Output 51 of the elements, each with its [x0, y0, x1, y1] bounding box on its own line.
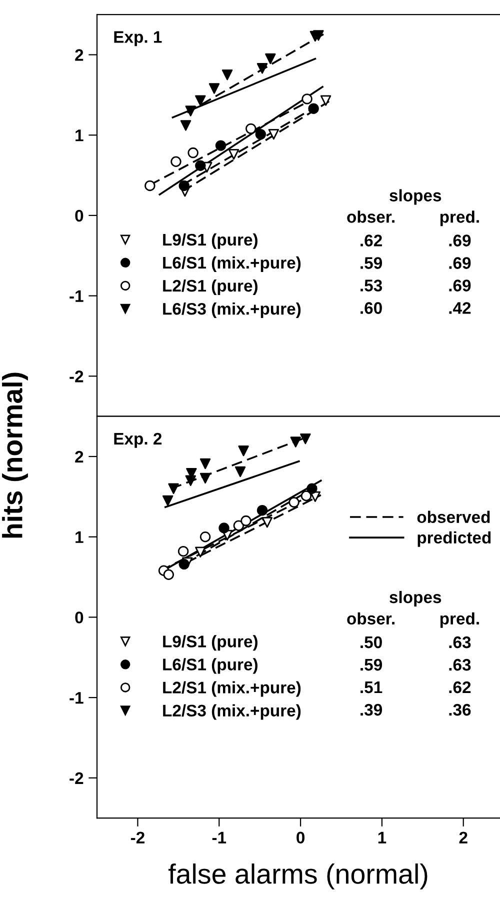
legend-label: L6/S1 (mix.+pure): [163, 256, 301, 272]
annotation: .62: [360, 234, 382, 246]
x-tick-label: -2: [130, 832, 144, 844]
y-tick-label: 2: [75, 49, 84, 61]
annotation: pred.: [440, 612, 479, 628]
annotation: .69: [449, 234, 471, 246]
annotation: .59: [360, 658, 382, 671]
annotation: .59: [360, 257, 382, 269]
annotation: .50: [360, 636, 382, 648]
annotation: slopes: [390, 590, 442, 606]
annotation: obser.: [347, 210, 394, 223]
annotation: .42: [449, 302, 471, 314]
y-tick-label: 0: [75, 612, 84, 624]
y-tick-label: -2: [70, 370, 84, 382]
annotation: .60: [360, 302, 382, 314]
y-tick-label: 1: [76, 130, 84, 142]
x-tick-label: 1: [378, 832, 386, 844]
annotation: .53: [360, 280, 382, 292]
legend-label: observed: [417, 510, 490, 524]
annotation: pred.: [440, 210, 479, 226]
legend-label: L6/S3 (mix.+pure): [163, 302, 301, 318]
annotation: .51: [360, 682, 382, 694]
annotation: .69: [449, 280, 471, 292]
y-tick-label: -1: [70, 290, 84, 302]
legend-label: L9/S1 (pure): [163, 635, 258, 651]
annotation: slopes: [390, 189, 442, 205]
text: Exp. 1: [114, 31, 162, 46]
legend-label: L6/S1 (pure): [163, 658, 258, 674]
annotation: .36: [449, 704, 471, 716]
x-tick-label: 2: [459, 832, 468, 844]
annotation: .63: [449, 658, 471, 671]
x-tick-label: -1: [212, 832, 226, 844]
legend-label: L2/S1 (mix.+pure): [163, 681, 301, 697]
legend-label: L2/S3 (mix.+pure): [163, 704, 301, 720]
annotation: obser.: [347, 612, 394, 625]
x-axis-title: false alarms (normal): [168, 863, 428, 890]
annotation: .39: [360, 704, 382, 716]
legend-label: L9/S1 (pure): [163, 233, 258, 249]
legend-label: L2/S1 (pure): [163, 279, 258, 295]
annotation: .69: [449, 257, 471, 269]
y-tick-label: -2: [70, 772, 84, 784]
y-tick-label: 1: [76, 531, 84, 543]
x-tick-label: 0: [296, 832, 304, 844]
legend-label: predicted: [418, 531, 491, 547]
annotation: .62: [449, 681, 471, 694]
y-axis-title: hits (normal): [2, 372, 28, 538]
y-tick-label: 2: [75, 450, 84, 463]
y-tick-label: 0: [75, 210, 84, 222]
y-tick-label: -1: [70, 692, 84, 704]
annotation: .63: [449, 636, 471, 648]
text: Exp. 2: [114, 432, 162, 448]
